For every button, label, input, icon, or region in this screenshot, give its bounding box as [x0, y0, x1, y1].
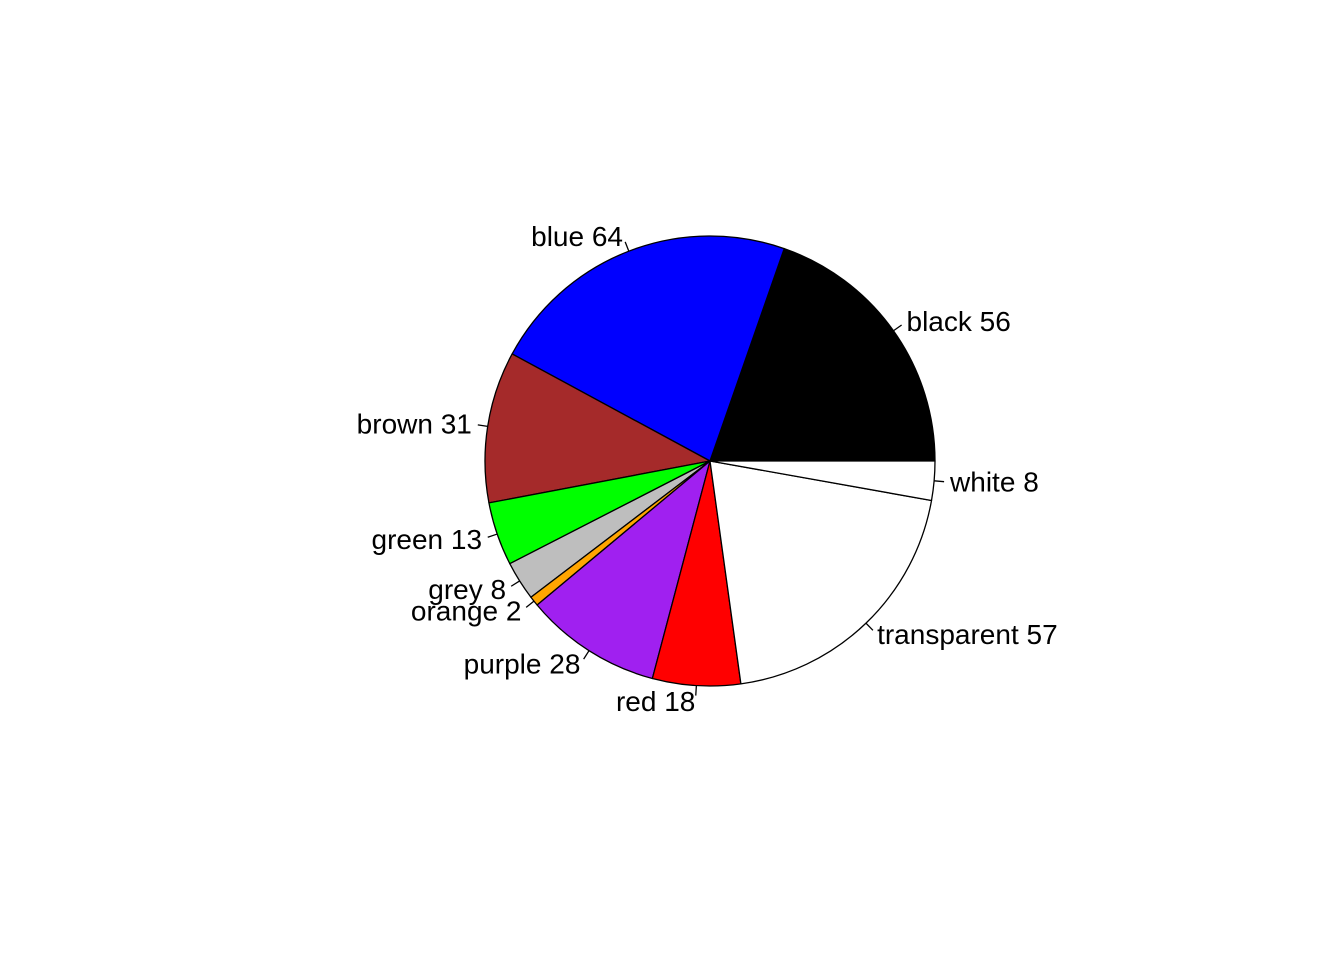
pie-tick-transparent	[865, 622, 874, 631]
pie-label-green: green 13	[372, 524, 483, 555]
pie-slice-white	[709, 460, 936, 502]
pie-label-blue: blue 64	[531, 221, 623, 252]
pie-label-black: black 56	[907, 306, 1011, 337]
pie-slice-purple	[536, 460, 711, 680]
pie-tick-grey	[510, 580, 520, 587]
pie-tick-white	[934, 480, 945, 483]
pie-slices	[484, 235, 936, 687]
pie-label-purple: purple 28	[464, 649, 581, 680]
pie-label-grey: grey 8	[428, 574, 506, 605]
pie-label-brown: brown 31	[357, 408, 472, 439]
pie-tick-green	[487, 533, 498, 538]
pie-label-white: white 8	[949, 467, 1039, 498]
pie-label-transparent: transparent 57	[877, 619, 1058, 650]
pie-slice-transparent	[709, 460, 933, 685]
pie-tick-orange	[525, 600, 535, 608]
pie-tick-blue	[624, 241, 630, 252]
pie-slice-brown	[484, 353, 711, 504]
pie-tick-red	[695, 685, 698, 696]
pie-label-orange: orange 2	[411, 596, 522, 627]
pie-tick-purple	[583, 650, 590, 660]
pie-tick-black	[893, 324, 903, 332]
pie-label-red: red 18	[616, 686, 695, 717]
pie-tick-brown	[477, 424, 488, 428]
pie-labels: black 56 blue 64 brown 31 green 13 grey 8ora…	[357, 221, 1058, 717]
